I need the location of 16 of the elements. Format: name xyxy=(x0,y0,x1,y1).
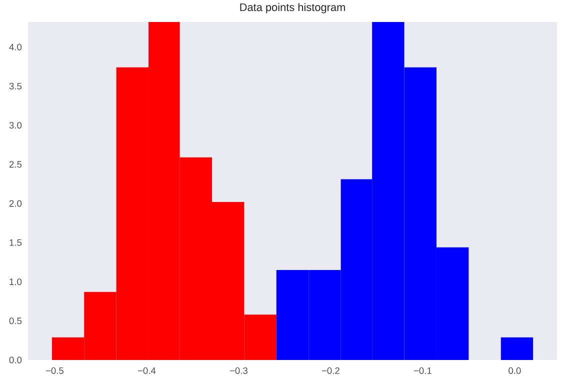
x-tick-label: −0.2 xyxy=(322,367,340,374)
x-tick-label: −0.4 xyxy=(138,367,156,374)
y-tick-label: 0.0 xyxy=(9,356,22,364)
y-tick-label: 3.5 xyxy=(9,82,22,90)
y-tick-label: 2.5 xyxy=(9,161,22,168)
y-tick-label: 4.0 xyxy=(9,44,22,50)
x-tick-label: 0.0 xyxy=(508,367,521,374)
y-tick-label: 2.0 xyxy=(9,200,22,207)
chart-title: Data points histogram xyxy=(240,3,345,14)
x-tick-label: −0.1 xyxy=(414,367,432,374)
x-tick-label: −0.3 xyxy=(230,367,248,374)
x-tick-label: −0.5 xyxy=(46,367,64,374)
y-tick-label: 1.0 xyxy=(10,278,22,286)
y-tick-label: 3.0 xyxy=(9,122,22,129)
y-tick-label: 0.5 xyxy=(9,318,22,324)
y-tick-label: 1.5 xyxy=(10,239,22,246)
